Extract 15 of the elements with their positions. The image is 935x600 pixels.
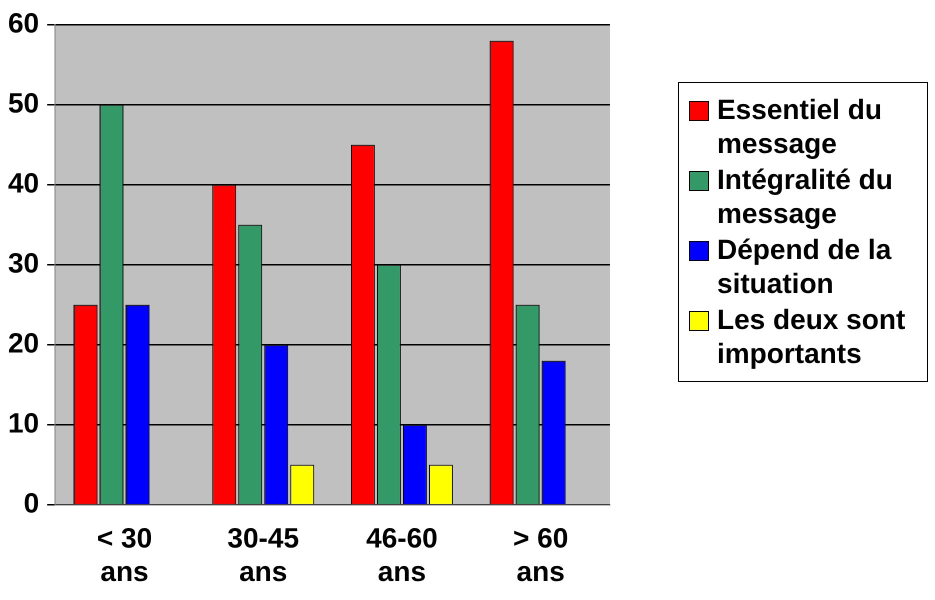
y-tick-label: 30 bbox=[8, 248, 40, 279]
y-tick-label: 10 bbox=[8, 408, 40, 439]
y-tick-label: 40 bbox=[8, 168, 40, 199]
y-tick-label: 20 bbox=[8, 328, 40, 359]
y-tick-label: 60 bbox=[8, 8, 40, 39]
legend-label: Intégralité du message bbox=[717, 163, 894, 231]
x-tick-label: > 60 ans bbox=[513, 522, 568, 587]
y-tick-label: 50 bbox=[8, 88, 40, 119]
legend-label: Les deux sont importants bbox=[717, 303, 906, 371]
legend-label: Dépend de la situation bbox=[717, 233, 892, 301]
x-tick-label: 46-60 ans bbox=[366, 522, 438, 587]
x-tick-label: 30-45 ans bbox=[227, 522, 300, 587]
legend-label: Essentiel du message bbox=[717, 93, 883, 161]
y-tick-label: 0 bbox=[24, 488, 40, 519]
x-tick-label: < 30 ans bbox=[96, 522, 152, 587]
